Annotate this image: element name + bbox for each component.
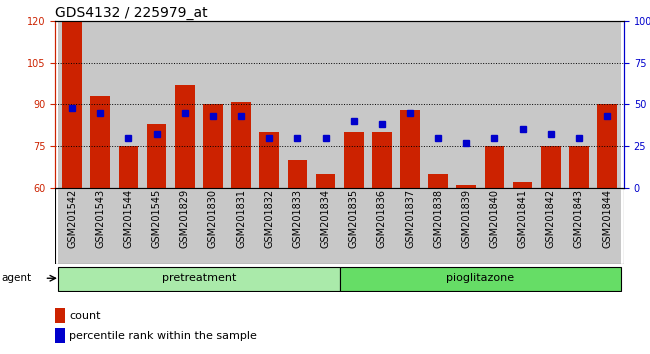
Bar: [283, 188, 311, 264]
Bar: [372, 132, 392, 188]
Text: GSM201832: GSM201832: [265, 189, 274, 248]
Bar: [593, 21, 621, 188]
Bar: [259, 132, 279, 188]
Bar: [485, 146, 504, 188]
Text: GSM201841: GSM201841: [517, 189, 528, 248]
Bar: [456, 185, 476, 188]
Bar: [86, 188, 114, 264]
Text: GSM201830: GSM201830: [208, 189, 218, 248]
Bar: [142, 21, 171, 188]
Text: GSM201545: GSM201545: [151, 189, 162, 249]
Bar: [452, 188, 480, 264]
Bar: [171, 21, 199, 188]
Bar: [287, 160, 307, 188]
Bar: [565, 21, 593, 188]
Text: GSM201840: GSM201840: [489, 189, 499, 248]
Bar: [283, 21, 311, 188]
Bar: [311, 188, 339, 264]
Text: GSM201543: GSM201543: [96, 189, 105, 248]
Text: GSM201835: GSM201835: [348, 189, 359, 248]
Bar: [199, 21, 227, 188]
Bar: [199, 188, 227, 264]
Bar: [424, 188, 452, 264]
Text: percentile rank within the sample: percentile rank within the sample: [70, 331, 257, 341]
Bar: [114, 188, 142, 264]
Bar: [480, 21, 508, 188]
Bar: [227, 21, 255, 188]
Bar: [513, 182, 532, 188]
Bar: [316, 174, 335, 188]
Bar: [255, 21, 283, 188]
Bar: [428, 174, 448, 188]
Text: GSM201544: GSM201544: [124, 189, 133, 248]
Text: GSM201542: GSM201542: [67, 189, 77, 249]
Bar: [569, 146, 589, 188]
Text: GSM201831: GSM201831: [236, 189, 246, 248]
Text: GSM201843: GSM201843: [574, 189, 584, 248]
Text: GSM201833: GSM201833: [292, 189, 302, 248]
Text: GSM201838: GSM201838: [433, 189, 443, 248]
Bar: [55, 328, 66, 343]
Bar: [339, 21, 368, 188]
Bar: [452, 21, 480, 188]
Bar: [593, 188, 621, 264]
Bar: [142, 188, 171, 264]
Bar: [565, 188, 593, 264]
Bar: [62, 21, 82, 188]
Text: agent: agent: [1, 273, 31, 283]
Bar: [339, 267, 621, 291]
Text: GSM201844: GSM201844: [602, 189, 612, 248]
Bar: [344, 132, 363, 188]
Bar: [147, 124, 166, 188]
Bar: [227, 188, 255, 264]
Bar: [90, 96, 110, 188]
Text: GSM201836: GSM201836: [377, 189, 387, 248]
Text: count: count: [70, 311, 101, 321]
Bar: [508, 21, 537, 188]
Bar: [255, 188, 283, 264]
Bar: [58, 188, 86, 264]
Bar: [396, 188, 424, 264]
Bar: [171, 188, 199, 264]
Bar: [58, 21, 86, 188]
Bar: [480, 188, 508, 264]
Bar: [55, 308, 66, 323]
Bar: [86, 21, 114, 188]
Bar: [400, 110, 420, 188]
Text: GDS4132 / 225979_at: GDS4132 / 225979_at: [55, 6, 208, 20]
Bar: [424, 21, 452, 188]
Bar: [396, 21, 424, 188]
Text: GSM201837: GSM201837: [405, 189, 415, 248]
Bar: [368, 21, 396, 188]
Bar: [231, 102, 251, 188]
Text: GSM201834: GSM201834: [320, 189, 331, 248]
Text: GSM201829: GSM201829: [180, 189, 190, 248]
Text: GSM201839: GSM201839: [462, 189, 471, 248]
Text: pioglitazone: pioglitazone: [447, 273, 514, 283]
Bar: [311, 21, 339, 188]
Text: GSM201842: GSM201842: [546, 189, 556, 248]
Bar: [175, 85, 194, 188]
Bar: [118, 146, 138, 188]
Text: pretreatment: pretreatment: [162, 273, 236, 283]
Bar: [541, 146, 561, 188]
Bar: [58, 267, 339, 291]
Bar: [508, 188, 537, 264]
Bar: [537, 21, 565, 188]
Bar: [368, 188, 396, 264]
Bar: [537, 188, 565, 264]
Bar: [114, 21, 142, 188]
Bar: [203, 104, 223, 188]
Bar: [339, 188, 368, 264]
Bar: [597, 104, 617, 188]
